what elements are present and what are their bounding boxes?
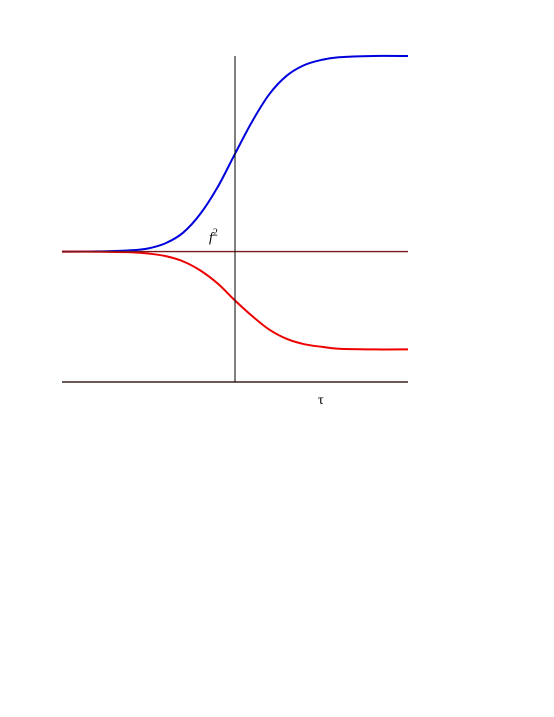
y-axis-label-superscript: 2 [213, 228, 218, 239]
y-axis-label-base: f [209, 231, 215, 246]
x-axis-label: τ [318, 393, 324, 408]
y-axis-label: f2 [209, 228, 218, 246]
